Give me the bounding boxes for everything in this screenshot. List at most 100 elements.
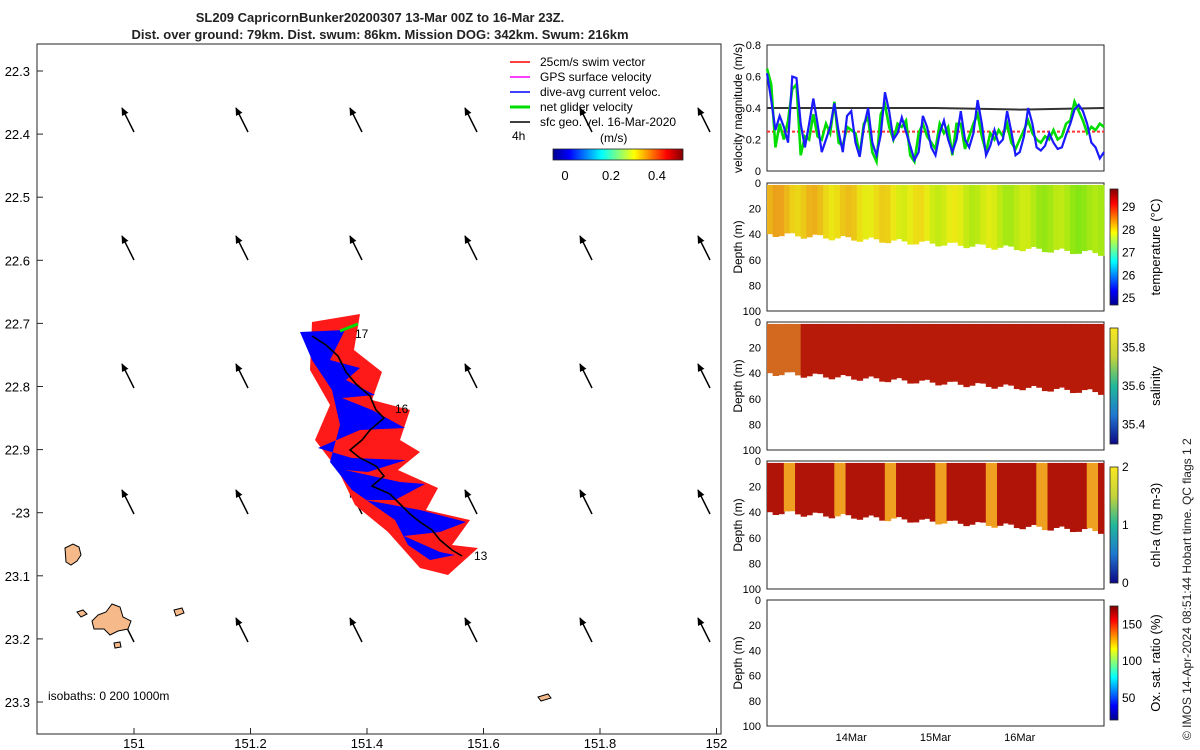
profile-cast xyxy=(867,184,875,238)
track-label-16: 16 xyxy=(395,402,409,416)
geo-velocity-arrow xyxy=(235,489,249,515)
profile-cast xyxy=(985,184,993,248)
profile-cast xyxy=(817,184,824,236)
profile-cast xyxy=(839,184,847,237)
profile-cast xyxy=(817,462,824,514)
profile-colorbar-tick: 0 xyxy=(1122,576,1129,590)
legend-label: dive-avg current veloc. xyxy=(540,85,661,99)
profile-cast xyxy=(974,184,981,245)
profile-cast xyxy=(957,462,965,524)
profile-cast xyxy=(1098,462,1105,534)
profile-cast xyxy=(940,462,948,524)
profile-cast xyxy=(1058,462,1066,527)
profile-cast xyxy=(1041,323,1049,392)
profile-cast xyxy=(963,323,970,388)
depth-tick: 100 xyxy=(743,306,761,318)
speed-colorbar-tick: 0.4 xyxy=(648,168,666,183)
profile-cast xyxy=(918,184,925,242)
profile-cast xyxy=(845,184,852,238)
title-line-1: SL209 CapricornBunker20200307 13-Mar 00Z… xyxy=(195,10,565,25)
profile-colorbar-tick: 28 xyxy=(1122,223,1136,237)
depth-tick: 0 xyxy=(755,595,761,607)
velocity-ylabel: velocity magnitude (m/s) xyxy=(731,43,745,173)
profile-cast xyxy=(1002,323,1010,385)
profile-colorbar xyxy=(1109,188,1119,306)
map-frame xyxy=(36,43,722,735)
profile-cast xyxy=(980,184,987,245)
profile-cast xyxy=(890,323,897,380)
profile-cast xyxy=(795,323,802,376)
map-xtick-label: 151 xyxy=(123,736,145,750)
profile-cast xyxy=(1086,323,1094,390)
profile-cast xyxy=(1019,462,1026,530)
profile-cast xyxy=(1013,323,1021,390)
profile-cast xyxy=(1092,323,1099,393)
island-6 xyxy=(113,641,122,649)
profile-cast xyxy=(767,184,774,235)
profile-cast xyxy=(884,184,892,244)
profile-cast xyxy=(884,323,892,383)
profile-cast xyxy=(1081,323,1088,391)
date-label: 14Mar xyxy=(836,732,868,744)
profile-cast xyxy=(890,184,897,241)
profile-cast xyxy=(957,323,965,385)
depth-ylabel: Depth (m) xyxy=(731,636,745,689)
profile-cast xyxy=(968,184,976,247)
profile-cast xyxy=(811,323,819,374)
profile-cast xyxy=(783,184,791,234)
profile-cast xyxy=(778,323,785,376)
depth-tick: 40 xyxy=(749,229,761,241)
map-xtick-label: 151.8 xyxy=(584,736,617,750)
profile-colorbar-tick: 35.6 xyxy=(1122,379,1146,393)
profile-cast xyxy=(997,184,1004,248)
geo-velocity-arrow xyxy=(464,617,478,643)
geo-velocity-arrow xyxy=(697,363,711,389)
profile-cast xyxy=(1064,184,1071,251)
profile-cast xyxy=(1075,184,1082,254)
profile-cast xyxy=(828,462,836,519)
geo-velocity-arrow xyxy=(349,107,363,133)
profile-cast xyxy=(968,323,976,386)
depth-tick: 20 xyxy=(749,204,761,216)
net-velocity-vector xyxy=(339,322,359,333)
map-ytick-label: 22.3 xyxy=(5,64,30,79)
profile-cast xyxy=(1075,323,1082,393)
profile-cast xyxy=(991,323,998,389)
depth-ylabel: Depth (m) xyxy=(731,220,745,273)
track-label-17: 17 xyxy=(355,327,369,341)
profile-cast xyxy=(1081,184,1088,252)
legend-label: GPS surface velocity xyxy=(540,70,651,84)
profile-cast xyxy=(980,323,987,384)
profile-cast xyxy=(828,323,836,380)
land-islands xyxy=(64,543,552,702)
geo-velocity-arrow xyxy=(697,235,711,261)
profile-cast xyxy=(1092,462,1099,532)
profile-cast xyxy=(1002,184,1010,246)
map-ytick-label: 22.8 xyxy=(5,380,30,395)
profile-cast xyxy=(907,184,914,245)
map-xtick-label: 151.4 xyxy=(351,736,384,750)
depth-tick: 60 xyxy=(749,533,761,545)
geo-velocity-arrow xyxy=(235,617,249,643)
depth-ylabel: Depth (m) xyxy=(731,498,745,551)
geo-velocity-arrow xyxy=(579,107,593,133)
depth-tick: 0 xyxy=(755,317,761,329)
profile-cast xyxy=(806,184,813,238)
profile-colorbar-tick: 150 xyxy=(1122,617,1142,631)
profile-cast xyxy=(851,323,858,380)
profile-cast xyxy=(800,323,808,378)
profile-cast xyxy=(795,462,802,515)
profile-cast xyxy=(1053,323,1060,389)
depth-tick: 100 xyxy=(743,584,761,596)
velocity-ytick: 0.8 xyxy=(746,40,761,52)
profile-cast xyxy=(1069,323,1077,394)
profile-cast xyxy=(845,462,852,516)
velocity-ytick: 0.4 xyxy=(746,103,761,115)
map-ytick-label: 22.9 xyxy=(5,443,30,458)
map-ytick-label: 22.5 xyxy=(5,190,30,205)
map-axis-ticks: 151 151.2 151.4 151.6 151.8 152 22.3 22.4 22.5 22… xyxy=(5,64,728,750)
profile-cast xyxy=(968,462,976,525)
profile-cast xyxy=(823,184,830,239)
depth-tick: 80 xyxy=(749,419,761,431)
profile-cast xyxy=(901,184,909,242)
